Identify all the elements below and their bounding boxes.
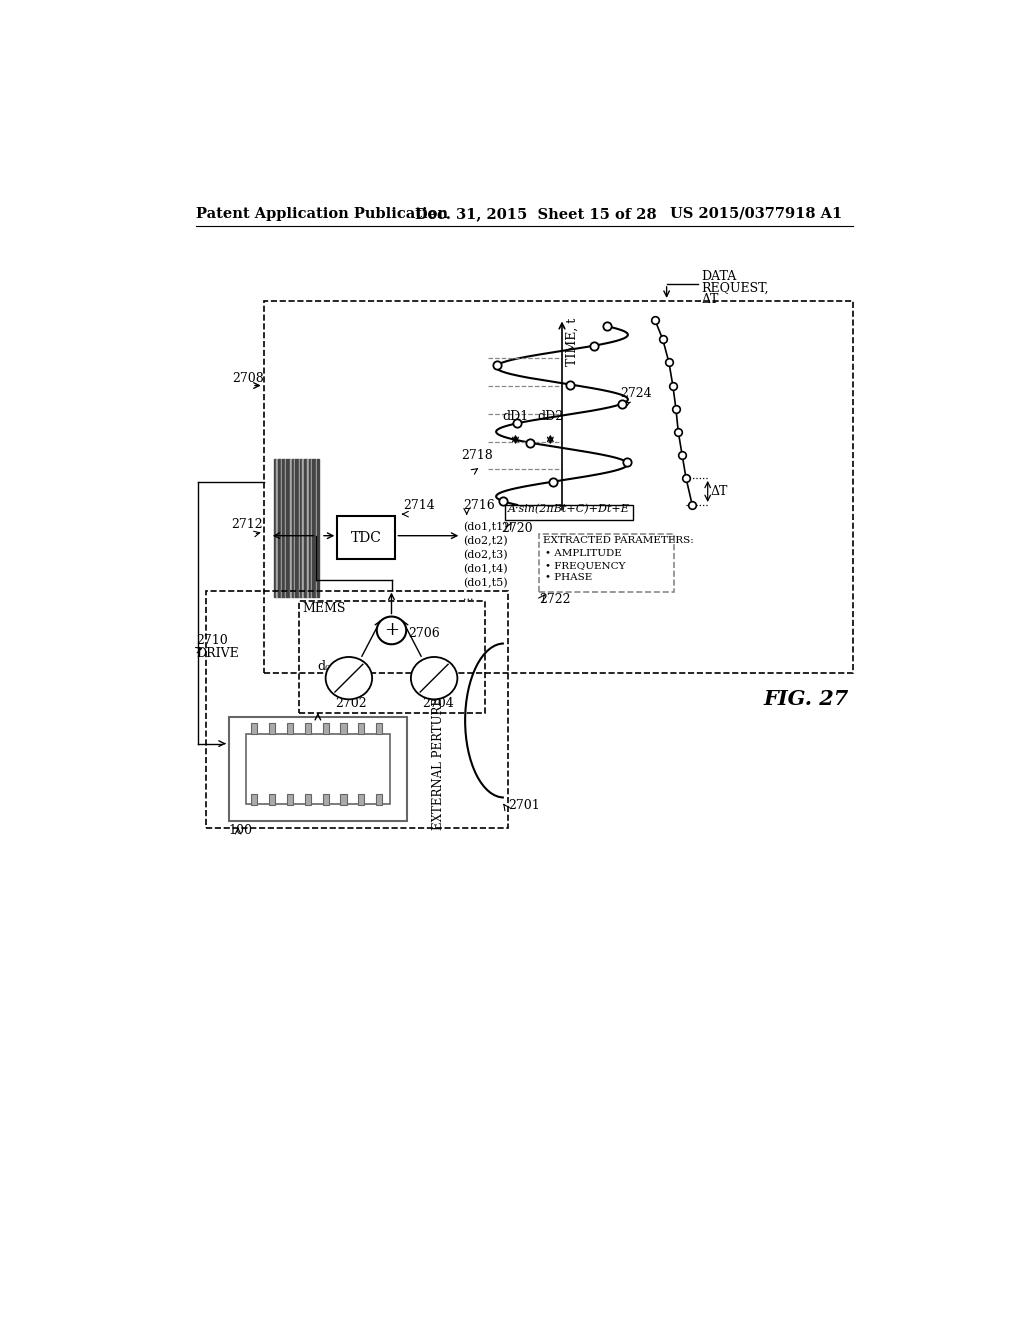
Text: 2708: 2708 xyxy=(232,372,264,384)
Text: DATA: DATA xyxy=(701,271,736,282)
Bar xyxy=(283,459,285,598)
Bar xyxy=(269,795,275,805)
Text: ΔT: ΔT xyxy=(711,484,728,498)
Text: 2718: 2718 xyxy=(461,449,493,462)
Text: Dec. 31, 2015  Sheet 15 of 28: Dec. 31, 2015 Sheet 15 of 28 xyxy=(415,207,656,220)
Bar xyxy=(340,723,346,734)
Bar xyxy=(312,459,315,598)
Text: d₀₁: d₀₁ xyxy=(317,660,336,673)
Text: 100: 100 xyxy=(228,825,253,837)
Bar xyxy=(273,459,276,598)
Bar xyxy=(228,717,407,821)
Text: 2714: 2714 xyxy=(403,499,435,512)
Text: 2720: 2720 xyxy=(502,521,534,535)
Bar xyxy=(376,723,382,734)
Bar xyxy=(251,723,257,734)
Bar xyxy=(299,459,300,598)
Text: (do2,t2): (do2,t2) xyxy=(463,536,508,546)
Text: 2710: 2710 xyxy=(197,634,228,647)
Ellipse shape xyxy=(377,616,407,644)
Bar xyxy=(308,459,311,598)
Text: (do2,t3): (do2,t3) xyxy=(463,549,508,560)
Text: MEMS: MEMS xyxy=(302,602,346,615)
Bar xyxy=(315,459,317,598)
Bar xyxy=(304,459,307,598)
Bar xyxy=(305,723,311,734)
Text: dD1: dD1 xyxy=(503,411,528,424)
Bar xyxy=(246,734,390,804)
Bar xyxy=(305,795,311,805)
Bar xyxy=(292,459,294,598)
Text: REQUEST,: REQUEST, xyxy=(701,281,769,294)
Bar xyxy=(539,535,675,591)
Ellipse shape xyxy=(411,657,458,700)
Text: 2701: 2701 xyxy=(508,799,540,812)
Bar xyxy=(299,601,484,713)
Text: 2706: 2706 xyxy=(409,627,440,640)
Text: 2702: 2702 xyxy=(335,697,367,710)
Text: 2704: 2704 xyxy=(423,697,455,710)
Text: ΔT: ΔT xyxy=(701,293,719,306)
Bar xyxy=(269,723,275,734)
Text: +: + xyxy=(384,622,399,639)
Bar xyxy=(340,795,346,805)
Bar xyxy=(278,459,281,598)
Bar xyxy=(506,506,633,520)
Text: dD2: dD2 xyxy=(538,411,563,424)
Bar xyxy=(287,795,293,805)
Bar xyxy=(206,591,508,829)
Bar xyxy=(287,723,293,734)
Text: US 2015/0377918 A1: US 2015/0377918 A1 xyxy=(671,207,843,220)
Text: DRIVE: DRIVE xyxy=(197,647,239,660)
Bar xyxy=(323,723,329,734)
Text: 2724: 2724 xyxy=(621,387,651,400)
Bar xyxy=(323,795,329,805)
Text: 2712: 2712 xyxy=(231,517,263,531)
Bar xyxy=(307,459,308,598)
Bar xyxy=(294,459,295,598)
Text: TIME, t: TIME, t xyxy=(566,318,579,366)
Text: ...: ... xyxy=(463,591,473,602)
Text: EXTRACTED PARAMETERS:: EXTRACTED PARAMETERS: xyxy=(543,536,693,545)
Text: (do1,t4): (do1,t4) xyxy=(463,564,508,574)
Bar xyxy=(290,459,292,598)
Bar xyxy=(276,459,278,598)
Text: A·sin(2πBt+C)+Dt+E: A·sin(2πBt+C)+Dt+E xyxy=(508,504,630,515)
Bar xyxy=(295,459,299,598)
Bar xyxy=(302,459,304,598)
Bar xyxy=(281,459,283,598)
Bar xyxy=(337,516,395,558)
Text: • PHASE: • PHASE xyxy=(545,573,592,582)
Bar xyxy=(286,459,290,598)
Text: • FREQUENCY: • FREQUENCY xyxy=(545,561,626,570)
Text: EXTERNAL PERTURBATION: EXTERNAL PERTURBATION xyxy=(431,657,444,830)
Text: (do1,t5): (do1,t5) xyxy=(463,577,508,587)
Text: (do1,t1): (do1,t1) xyxy=(463,521,508,532)
Bar xyxy=(358,795,365,805)
Bar xyxy=(263,301,853,673)
Bar xyxy=(251,795,257,805)
Ellipse shape xyxy=(326,657,372,700)
Bar xyxy=(300,459,302,598)
Text: TDC: TDC xyxy=(351,531,382,545)
Text: 2722: 2722 xyxy=(539,594,570,606)
Text: 2716: 2716 xyxy=(463,499,495,512)
Text: FIG. 27: FIG. 27 xyxy=(764,689,849,709)
Bar xyxy=(376,795,382,805)
Text: • AMPLITUDE: • AMPLITUDE xyxy=(545,549,622,558)
Text: d₀₂: d₀₂ xyxy=(423,660,440,673)
Bar xyxy=(317,459,319,598)
Bar xyxy=(285,459,286,598)
Bar xyxy=(311,459,312,598)
Bar xyxy=(358,723,365,734)
Text: Patent Application Publication: Patent Application Publication xyxy=(197,207,449,220)
